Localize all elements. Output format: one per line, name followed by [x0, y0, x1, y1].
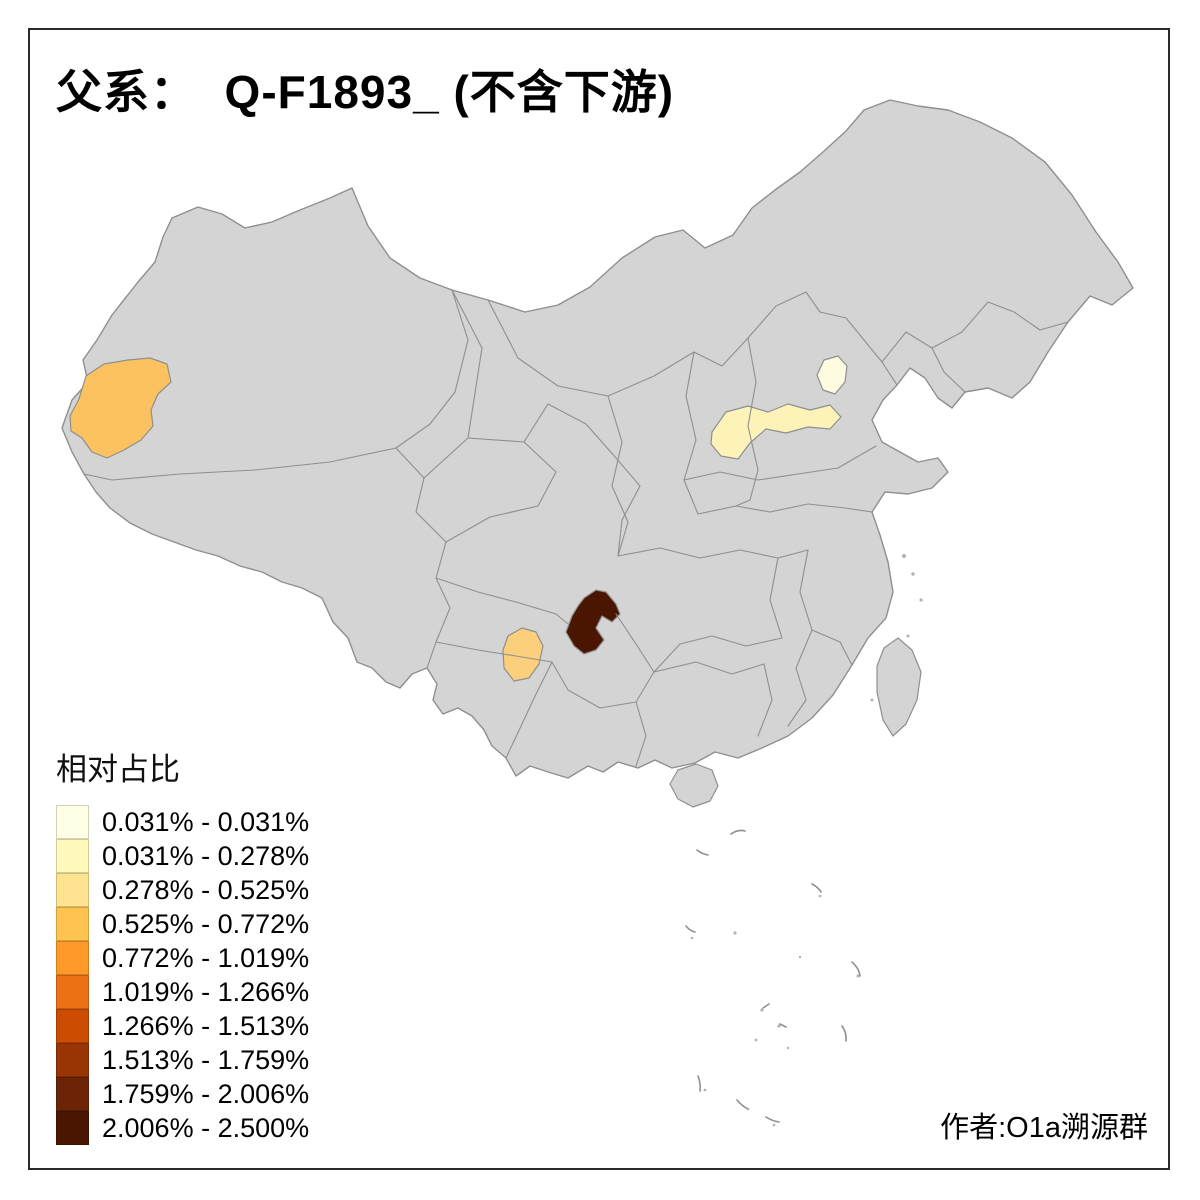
legend-swatch	[56, 805, 89, 839]
taiwan-island	[876, 637, 922, 737]
legend-label: 1.019% - 1.266%	[102, 977, 310, 1007]
legend-item: 2.006% - 2.500%	[56, 1111, 309, 1145]
legend-swatch	[56, 907, 89, 941]
legend-label: 1.266% - 1.513%	[102, 1011, 310, 1041]
region-chongqing	[565, 589, 621, 655]
legend-swatch	[56, 1009, 89, 1043]
legend-label: 0.278% - 0.525%	[102, 875, 310, 905]
hainan-island	[669, 763, 719, 808]
legend-item: 0.278% - 0.525%	[56, 873, 309, 907]
map-layer	[61, 99, 1134, 1127]
legend-swatch	[56, 839, 89, 873]
legend-item: 1.759% - 2.006%	[56, 1077, 309, 1111]
region-west-yunnan	[502, 627, 544, 682]
china-mainland	[61, 99, 1134, 779]
legend-swatch	[56, 975, 89, 1009]
legend-item: 1.513% - 1.759%	[56, 1043, 309, 1077]
author-credit: 作者:O1a溯源群	[940, 1112, 1148, 1144]
legend-item: 1.019% - 1.266%	[56, 975, 309, 1009]
legend-item: 0.772% - 1.019%	[56, 941, 309, 975]
highlighted-regions	[69, 355, 848, 682]
legend-swatch	[56, 941, 89, 975]
south-china-sea-islands	[685, 829, 861, 1127]
legend-item: 1.266% - 1.513%	[56, 1009, 309, 1043]
sea-island-dots	[690, 894, 860, 1127]
legend-swatch	[56, 1043, 89, 1077]
legend-swatch	[56, 1111, 89, 1145]
map-title: 父系： Q-F1893_ (不含下游)	[56, 66, 675, 118]
province-borders	[83, 289, 1069, 767]
legend-item: 0.525% - 0.772%	[56, 907, 309, 941]
legend-label: 0.772% - 1.019%	[102, 943, 310, 973]
legend-label: 2.006% - 2.500%	[102, 1113, 310, 1143]
region-hebei-shanxi-band	[710, 403, 842, 460]
legend-label: 0.031% - 0.031%	[102, 807, 310, 837]
legend-label: 0.031% - 0.278%	[102, 841, 310, 871]
legend-swatch	[56, 873, 89, 907]
legend: 相对占比 0.031% - 0.031% 0.031% - 0.278% 0.2…	[56, 744, 309, 1145]
region-southwest-xinjiang	[69, 357, 172, 459]
legend-title: 相对占比	[56, 752, 180, 787]
legend-swatch	[56, 1077, 89, 1111]
legend-label: 1.759% - 2.006%	[102, 1079, 310, 1109]
legend-item: 0.031% - 0.031%	[56, 805, 309, 839]
legend-item: 0.031% - 0.278%	[56, 839, 309, 873]
region-beijing	[816, 355, 848, 395]
legend-label: 0.525% - 0.772%	[102, 909, 310, 939]
legend-label: 1.513% - 1.759%	[102, 1045, 310, 1075]
coastal-islands	[870, 554, 923, 702]
